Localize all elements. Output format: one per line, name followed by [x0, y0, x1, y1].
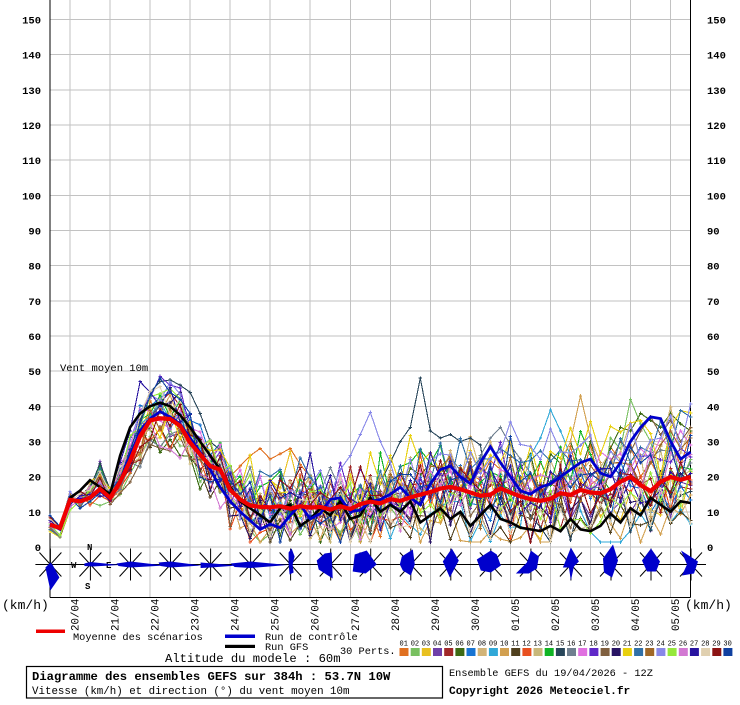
svg-text:28: 28 [701, 641, 709, 649]
svg-text:22: 22 [634, 641, 642, 649]
svg-text:24: 24 [656, 641, 664, 649]
svg-text:01/05: 01/05 [511, 599, 523, 631]
svg-text:Copyright 2026 Meteociel.fr: Copyright 2026 Meteociel.fr [449, 686, 630, 698]
svg-text:14: 14 [545, 641, 553, 649]
svg-text:50: 50 [28, 367, 41, 379]
svg-text:Ensemble GEFS du 19/04/2026 -: Ensemble GEFS du 19/04/2026 - 12Z [449, 668, 653, 680]
svg-text:06: 06 [455, 641, 463, 649]
svg-text:08: 08 [478, 641, 486, 649]
svg-text:60: 60 [707, 332, 720, 344]
svg-text:21: 21 [623, 641, 631, 649]
svg-text:21/04: 21/04 [111, 599, 123, 631]
svg-text:10: 10 [707, 508, 720, 520]
svg-text:100: 100 [22, 191, 41, 203]
svg-text:50: 50 [707, 367, 720, 379]
svg-text:150: 150 [22, 16, 41, 28]
svg-text:40: 40 [28, 402, 41, 414]
svg-text:20: 20 [28, 473, 41, 485]
svg-text:W: W [71, 561, 77, 571]
svg-text:40: 40 [707, 402, 720, 414]
svg-text:90: 90 [28, 227, 41, 239]
svg-text:(km/h): (km/h) [685, 598, 732, 613]
svg-text:Altitude du modele : 60m: Altitude du modele : 60m [165, 652, 341, 666]
svg-text:10: 10 [500, 641, 508, 649]
svg-text:12: 12 [522, 641, 530, 649]
svg-text:130: 130 [707, 86, 726, 98]
svg-text:05/05: 05/05 [671, 599, 683, 631]
svg-text:10: 10 [28, 508, 41, 520]
svg-text:Moyenne des scénarios: Moyenne des scénarios [73, 632, 203, 644]
svg-text:30 Perts.: 30 Perts. [340, 646, 396, 658]
svg-text:80: 80 [28, 262, 41, 274]
svg-text:Run de contrôle: Run de contrôle [265, 632, 358, 644]
svg-text:Vent moyen 10m: Vent moyen 10m [60, 363, 148, 375]
svg-text:0: 0 [707, 543, 713, 555]
svg-text:22/04: 22/04 [151, 599, 163, 631]
svg-text:20: 20 [612, 641, 620, 649]
svg-text:110: 110 [707, 156, 726, 168]
svg-text:03/05: 03/05 [591, 599, 603, 631]
svg-text:130: 130 [22, 86, 41, 98]
svg-text:26: 26 [679, 641, 687, 649]
svg-text:17: 17 [578, 641, 586, 649]
svg-text:25: 25 [668, 641, 676, 649]
svg-text:24/04: 24/04 [231, 599, 243, 631]
svg-text:19: 19 [601, 641, 609, 649]
svg-text:11: 11 [511, 641, 519, 649]
svg-text:S: S [85, 582, 91, 592]
svg-text:20/04: 20/04 [71, 599, 83, 631]
svg-text:100: 100 [707, 191, 726, 203]
svg-text:26/04: 26/04 [311, 599, 323, 631]
svg-text:02: 02 [411, 641, 419, 649]
svg-text:04: 04 [433, 641, 441, 649]
svg-text:18: 18 [589, 641, 597, 649]
svg-text:120: 120 [707, 121, 726, 133]
svg-text:30: 30 [28, 438, 41, 450]
svg-text:E: E [106, 561, 112, 571]
svg-text:04/05: 04/05 [631, 599, 643, 631]
svg-text:23: 23 [645, 641, 653, 649]
svg-text:27: 27 [690, 641, 698, 649]
svg-text:110: 110 [22, 156, 41, 168]
svg-text:30/04: 30/04 [471, 599, 483, 631]
svg-text:09: 09 [489, 641, 497, 649]
svg-text:29/04: 29/04 [431, 599, 443, 631]
svg-text:60: 60 [28, 332, 41, 344]
svg-text:23/04: 23/04 [191, 599, 203, 631]
svg-text:70: 70 [707, 297, 720, 309]
svg-text:03: 03 [422, 641, 430, 649]
svg-text:90: 90 [707, 227, 720, 239]
svg-text:25/04: 25/04 [271, 599, 283, 631]
svg-text:16: 16 [567, 641, 575, 649]
svg-text:07: 07 [467, 641, 475, 649]
svg-text:140: 140 [22, 51, 41, 63]
svg-text:28/04: 28/04 [391, 599, 403, 631]
svg-text:120: 120 [22, 121, 41, 133]
svg-text:150: 150 [707, 16, 726, 28]
svg-text:Run GFS: Run GFS [265, 642, 308, 654]
svg-text:27/04: 27/04 [351, 599, 363, 631]
svg-text:01: 01 [400, 641, 408, 649]
svg-text:15: 15 [556, 641, 564, 649]
svg-text:20: 20 [707, 473, 720, 485]
svg-text:13: 13 [534, 641, 542, 649]
svg-text:05: 05 [444, 641, 452, 649]
svg-text:Diagramme des ensembles GEFS s: Diagramme des ensembles GEFS sur 384h : … [32, 670, 391, 684]
svg-text:140: 140 [707, 51, 726, 63]
svg-text:N: N [87, 543, 92, 553]
svg-text:30: 30 [723, 641, 731, 649]
svg-text:(km/h): (km/h) [2, 598, 49, 613]
svg-text:02/05: 02/05 [551, 599, 563, 631]
svg-text:30: 30 [707, 438, 720, 450]
svg-text:70: 70 [28, 297, 41, 309]
svg-text:Vitesse (km/h) et direction (°: Vitesse (km/h) et direction (°) du vent … [32, 686, 349, 698]
svg-text:29: 29 [712, 641, 720, 649]
svg-text:0: 0 [35, 543, 41, 555]
svg-text:80: 80 [707, 262, 720, 274]
